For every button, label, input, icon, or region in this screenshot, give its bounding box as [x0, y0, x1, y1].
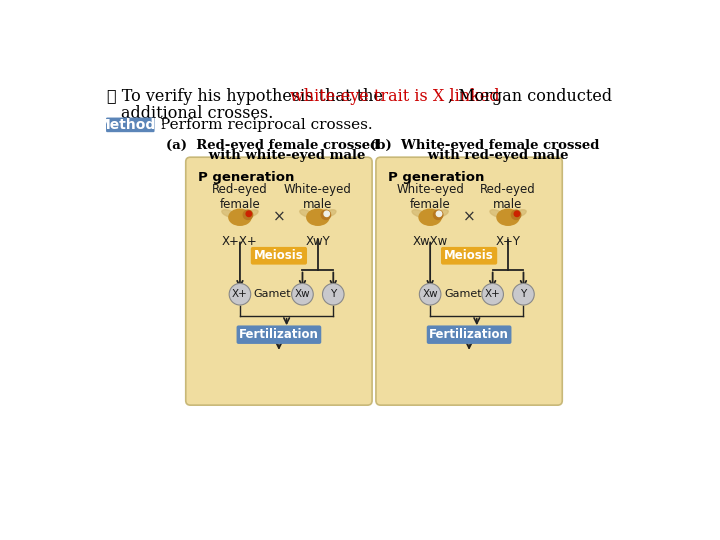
Text: with white-eyed male: with white-eyed male	[181, 150, 365, 163]
Ellipse shape	[229, 210, 251, 225]
Text: with red-eyed male: with red-eyed male	[400, 150, 569, 163]
Text: Methods: Methods	[96, 118, 164, 132]
Text: ×: ×	[273, 210, 285, 225]
Text: Xw: Xw	[294, 289, 310, 299]
Text: ×: ×	[463, 210, 475, 225]
Circle shape	[321, 210, 330, 219]
Text: White-eyed
female: White-eyed female	[396, 184, 464, 211]
Text: Meiosis: Meiosis	[444, 249, 494, 262]
Text: additional crosses.: additional crosses.	[121, 105, 274, 122]
Ellipse shape	[300, 210, 314, 218]
Ellipse shape	[222, 210, 236, 218]
Text: Red-eyed
female: Red-eyed female	[212, 184, 268, 211]
Text: X+: X+	[232, 289, 248, 299]
Text: ❖ To verify his hypothesis that the: ❖ To verify his hypothesis that the	[107, 88, 388, 105]
Circle shape	[243, 210, 253, 219]
Ellipse shape	[434, 210, 449, 218]
Circle shape	[433, 210, 443, 219]
FancyBboxPatch shape	[441, 247, 498, 265]
Text: (b)  White-eyed female crossed: (b) White-eyed female crossed	[370, 139, 599, 152]
Text: (a)  Red-eyed female crossed: (a) Red-eyed female crossed	[166, 139, 379, 152]
FancyBboxPatch shape	[106, 118, 155, 132]
Circle shape	[436, 211, 441, 217]
Circle shape	[511, 210, 521, 219]
Ellipse shape	[412, 210, 426, 218]
Text: XwXw: XwXw	[413, 235, 448, 248]
Text: Perform reciprocal crosses.: Perform reciprocal crosses.	[160, 118, 372, 132]
Circle shape	[513, 284, 534, 305]
Text: white-eye trait is X linked: white-eye trait is X linked	[290, 88, 500, 105]
Text: Meiosis: Meiosis	[254, 249, 304, 262]
Circle shape	[324, 211, 330, 217]
Text: Gametes: Gametes	[253, 289, 304, 299]
Text: Red-eyed
male: Red-eyed male	[480, 184, 536, 211]
Ellipse shape	[244, 210, 258, 218]
Text: Fertilization: Fertilization	[239, 328, 319, 341]
Ellipse shape	[497, 210, 519, 225]
Text: X+: X+	[485, 289, 500, 299]
Text: , Morgan conducted: , Morgan conducted	[449, 88, 613, 105]
Text: XwY: XwY	[305, 235, 330, 248]
Text: White-eyed
male: White-eyed male	[284, 184, 352, 211]
Circle shape	[514, 211, 520, 217]
FancyBboxPatch shape	[186, 157, 372, 405]
Text: Gametes: Gametes	[444, 289, 494, 299]
Circle shape	[229, 284, 251, 305]
Circle shape	[246, 211, 251, 217]
Text: X+X+: X+X+	[222, 235, 258, 248]
Text: P generation: P generation	[388, 171, 485, 184]
Text: Y: Y	[330, 289, 336, 299]
FancyBboxPatch shape	[376, 157, 562, 405]
Ellipse shape	[322, 210, 336, 218]
Text: Xw: Xw	[423, 289, 438, 299]
Ellipse shape	[512, 210, 526, 218]
Text: Fertilization: Fertilization	[429, 328, 509, 341]
Circle shape	[482, 284, 503, 305]
Circle shape	[292, 284, 313, 305]
Ellipse shape	[419, 210, 441, 225]
Circle shape	[323, 284, 344, 305]
FancyBboxPatch shape	[427, 326, 511, 344]
FancyBboxPatch shape	[237, 326, 321, 344]
Circle shape	[419, 284, 441, 305]
Ellipse shape	[490, 210, 504, 218]
Text: P generation: P generation	[198, 171, 294, 184]
FancyBboxPatch shape	[251, 247, 307, 265]
Text: Y: Y	[521, 289, 526, 299]
Ellipse shape	[307, 210, 329, 225]
Text: X+Y: X+Y	[495, 235, 521, 248]
